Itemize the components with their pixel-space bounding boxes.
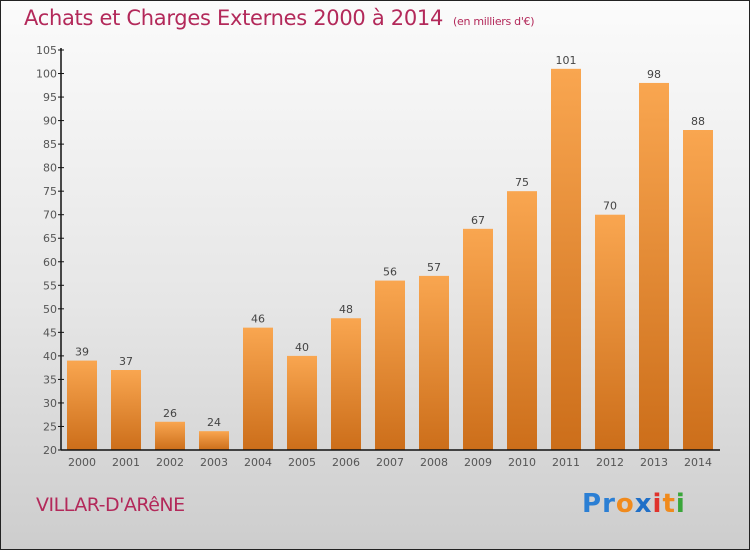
bar-2008 — [419, 275, 449, 450]
bar-2006 — [331, 318, 361, 450]
y-tick-label-60: 60 — [43, 256, 57, 269]
y-tick-label-80: 80 — [43, 162, 57, 175]
y-tick-label-95: 95 — [43, 91, 57, 104]
x-tick-label-2001: 2001 — [112, 456, 140, 469]
value-label-2002: 26 — [163, 407, 177, 420]
value-label-2011: 101 — [556, 54, 577, 67]
x-tick-label-2004: 2004 — [244, 456, 272, 469]
y-tick-label-85: 85 — [43, 138, 57, 151]
y-tick-label-55: 55 — [43, 279, 57, 292]
y-tick-label-45: 45 — [43, 326, 57, 339]
x-tick-label-2014: 2014 — [684, 456, 712, 469]
axes-group: 2000 2001 2002 2003 2004 2005 2006 2007 2008 2009… — [36, 44, 720, 469]
logo-letter-2: o — [615, 489, 635, 519]
bar-2001 — [111, 370, 141, 450]
bar-2011 — [551, 68, 581, 450]
chart-subtitle: (en milliers d'€) — [453, 15, 535, 28]
logo-letter-1: r — [602, 489, 616, 519]
y-tick-label-100: 100 — [36, 68, 57, 81]
chart-title: Achats et Charges Externes 2000 à 2014 (e… — [24, 6, 535, 30]
chart-title-text: Achats et Charges Externes 2000 à 2014 — [24, 6, 444, 30]
value-label-2013: 98 — [647, 68, 661, 81]
value-label-2006: 48 — [339, 303, 353, 316]
bars-group: 39 37 26 24 46 40 48 56 57 67 75 101 70 98 88 — [67, 54, 713, 451]
value-label-2009: 67 — [471, 214, 485, 227]
bar-2013 — [639, 82, 669, 451]
bar-2002 — [155, 421, 185, 450]
value-label-2010: 75 — [515, 176, 529, 189]
x-tick-label-2010: 2010 — [508, 456, 536, 469]
x-tick-label-2012: 2012 — [596, 456, 624, 469]
y-tick-label-75: 75 — [43, 185, 57, 198]
logo-letter-4: i — [652, 489, 663, 519]
value-label-2003: 24 — [207, 416, 221, 429]
x-tick-label-2006: 2006 — [332, 456, 360, 469]
y-tick-label-90: 90 — [43, 115, 57, 128]
value-label-2005: 40 — [295, 341, 309, 354]
x-tick-label-2008: 2008 — [420, 456, 448, 469]
value-label-2004: 46 — [251, 313, 265, 326]
bar-2014 — [683, 130, 713, 450]
y-tick-label-25: 25 — [43, 420, 57, 433]
proxiti-logo: Proxiti — [582, 489, 686, 519]
bar-2000 — [67, 360, 97, 450]
x-tick-label-2009: 2009 — [464, 456, 492, 469]
bar-2010 — [507, 191, 537, 451]
logo-letter-6: i — [675, 489, 686, 519]
value-label-2012: 70 — [603, 200, 617, 213]
x-tick-label-2003: 2003 — [200, 456, 228, 469]
bar-2005 — [287, 355, 317, 450]
value-label-2000: 39 — [75, 346, 89, 359]
y-tick-label-65: 65 — [43, 232, 57, 245]
bar-2012 — [595, 214, 625, 450]
value-label-2001: 37 — [119, 355, 133, 368]
bar-2003 — [199, 431, 229, 450]
x-tick-label-2007: 2007 — [376, 456, 404, 469]
logo-letter-5: t — [662, 489, 676, 519]
y-tick-label-105: 105 — [36, 44, 57, 57]
y-tick-label-50: 50 — [43, 303, 57, 316]
value-label-2007: 56 — [383, 266, 397, 279]
x-tick-label-2002: 2002 — [156, 456, 184, 469]
y-tick-label-70: 70 — [43, 209, 57, 222]
bar-2009 — [463, 228, 493, 450]
value-label-2014: 88 — [691, 115, 705, 128]
x-tick-label-2011: 2011 — [552, 456, 580, 469]
x-tick-label-2005: 2005 — [288, 456, 316, 469]
y-tick-label-30: 30 — [43, 397, 57, 410]
logo-letter-0: P — [582, 489, 603, 519]
logo-letter-3: x — [634, 489, 653, 519]
y-tick-label-20: 20 — [43, 444, 57, 457]
y-tick-label-35: 35 — [43, 373, 57, 386]
y-tick-label-40: 40 — [43, 350, 57, 363]
value-label-2008: 57 — [427, 261, 441, 274]
x-tick-label-2000: 2000 — [68, 456, 96, 469]
x-tick-label-2013: 2013 — [640, 456, 668, 469]
city-name: VILLAR-D'ARêNE — [36, 494, 185, 516]
bar-2007 — [375, 280, 405, 450]
bar-2004 — [243, 327, 273, 450]
